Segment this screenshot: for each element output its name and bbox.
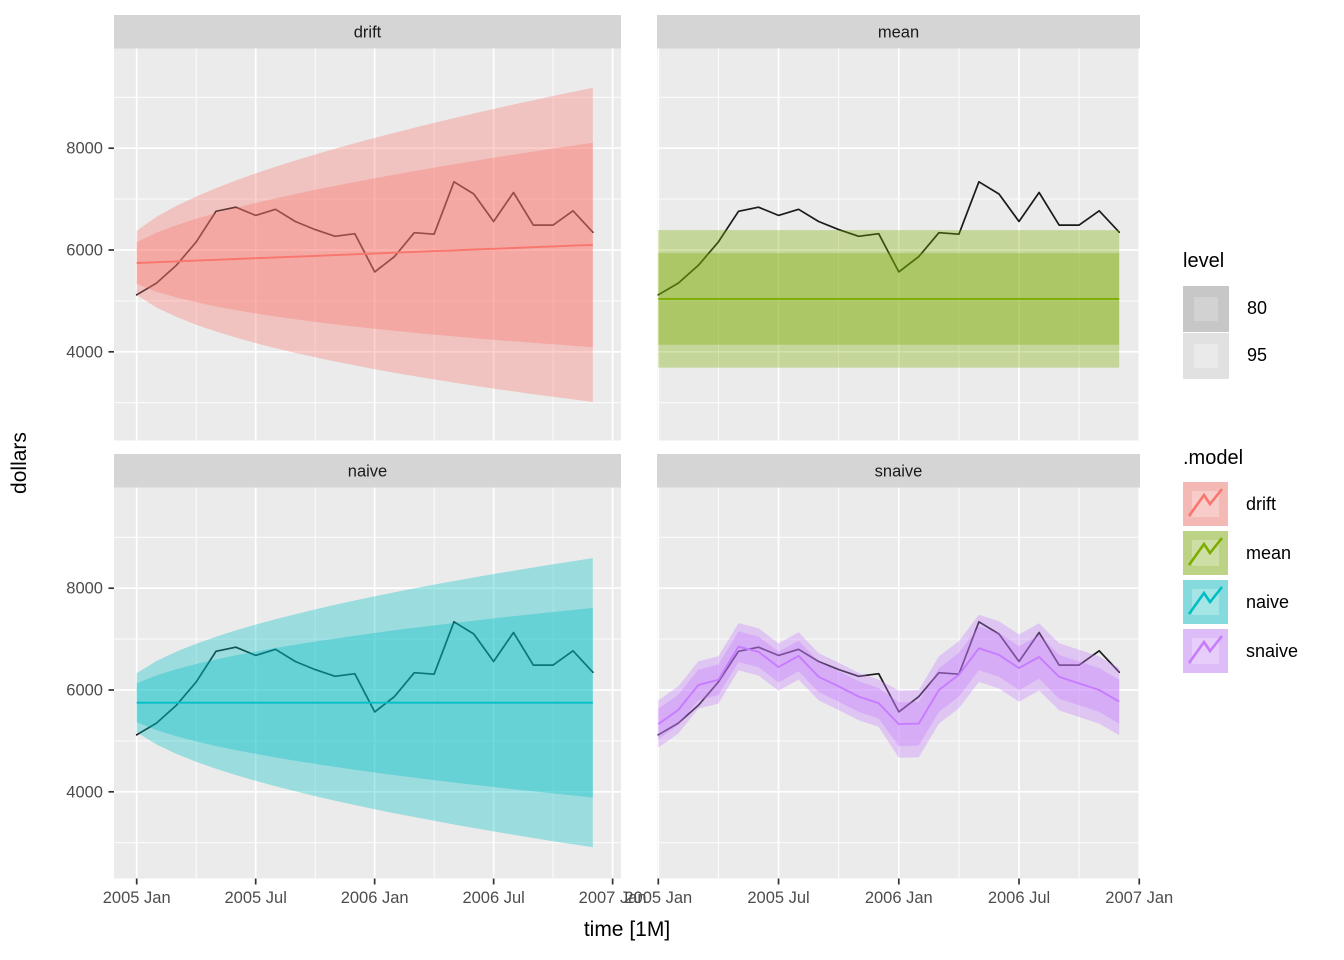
level-80-label: 80 (1247, 298, 1268, 318)
level-legend-title: level (1183, 250, 1225, 272)
actual-series-line (657, 620, 1121, 736)
x-tick-label: 2006 Jan (865, 889, 933, 907)
x-tick-label: 2005 Jan (103, 889, 171, 907)
model-mean-label: mean (1246, 542, 1292, 563)
legend-item-model-snaive: snaive (1183, 629, 1298, 673)
x-tick-label: 2005 Jul (224, 889, 286, 907)
actual-series-line (135, 620, 594, 736)
y-tick-label: 6000 (66, 242, 103, 260)
snaive-ribbon-95 (658, 614, 1120, 758)
facet-strip (114, 15, 621, 49)
panel-background (114, 48, 621, 441)
facet-strip (114, 454, 621, 488)
y-axis-title: dollars (8, 432, 31, 494)
x-tick-label: 2006 Jan (341, 889, 409, 907)
model-snaive-label: snaive (1246, 640, 1299, 661)
y-tick-label: 8000 (66, 140, 103, 158)
y-tick-label: 8000 (66, 580, 103, 598)
x-tick-label: 2005 Jul (747, 889, 809, 907)
model-drift-label: drift (1246, 493, 1277, 514)
facet-strip-label: drift (354, 23, 382, 41)
legend-item-model-naive: naive (1183, 580, 1298, 624)
snaive-forecast-line (657, 645, 1120, 726)
facet-strip-label: mean (878, 23, 919, 41)
y-tick-label: 4000 (66, 783, 103, 801)
drift-ribbon-95 (136, 87, 593, 403)
drift-ribbon-80 (136, 142, 593, 348)
mean-key-icon (1183, 531, 1228, 575)
actual-series-line (135, 180, 594, 296)
drift-forecast-line (136, 243, 593, 264)
level-legend: level 80 95 (1183, 250, 1267, 379)
panel-drift: drift (114, 15, 621, 441)
panel-naive: naive (114, 454, 621, 879)
naive-key-icon (1183, 580, 1228, 624)
y-tick-label: 6000 (66, 682, 103, 700)
facet-strip (657, 15, 1140, 49)
model-naive-label: naive (1246, 591, 1290, 612)
x-tick-label: 2006 Jul (462, 889, 524, 907)
model-legend: .model drift mean naive (1183, 447, 1298, 678)
level-95-swatch-icon (1183, 332, 1229, 379)
facet-strip-label: snaive (875, 462, 923, 480)
level-80-swatch-icon (1183, 285, 1229, 332)
x-axis-title: time [1M] (583, 918, 671, 941)
legend-item-model-drift: drift (1183, 482, 1298, 526)
panel-snaive: snaive (657, 454, 1140, 879)
x-tick-label: 2005 Jan (624, 889, 692, 907)
panel-background (114, 487, 621, 879)
panel-mean: mean (657, 15, 1140, 441)
x-tick-label: 2007 Jan (1105, 889, 1173, 907)
y-tick-label: 4000 (66, 343, 103, 361)
legend-item-model-mean: mean (1183, 531, 1298, 575)
facet-strip-label: naive (348, 462, 387, 480)
legend-item-level-95: 95 (1183, 332, 1267, 379)
model-legend-title: .model (1183, 447, 1244, 469)
level-95-label: 95 (1247, 345, 1268, 365)
snaive-ribbon-80 (658, 626, 1120, 746)
actual-series-line (657, 180, 1121, 296)
x-tick-label: 2007 Jan (579, 889, 647, 907)
snaive-key-icon (1183, 629, 1228, 673)
facet-strip (657, 454, 1140, 488)
legend-item-level-80: 80 (1183, 285, 1267, 332)
drift-key-icon (1183, 482, 1228, 526)
x-tick-label: 2006 Jul (988, 889, 1050, 907)
